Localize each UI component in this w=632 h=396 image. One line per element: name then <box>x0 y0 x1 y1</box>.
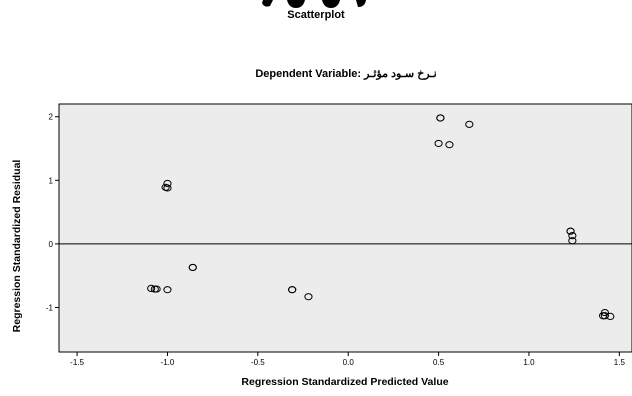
x-tick-label: 1.0 <box>523 358 535 367</box>
x-tick-label: -0.5 <box>251 358 265 367</box>
data-point <box>288 286 297 294</box>
x-axis-label: Regression Standardized Predicted Value <box>241 376 448 388</box>
data-point <box>600 312 609 320</box>
data-point <box>445 141 454 149</box>
chart-title: Dependent Variable: نـرخ سـود مؤثـر <box>255 68 437 80</box>
data-point <box>161 183 170 191</box>
data-point <box>304 293 313 301</box>
x-tick-label: -1.0 <box>161 358 175 367</box>
data-point <box>147 284 156 293</box>
y-tick-label: 2 <box>49 113 54 122</box>
data-point <box>568 232 577 240</box>
data-point <box>568 237 577 245</box>
header-decoration <box>262 0 366 8</box>
page-title: Scatterplot <box>287 9 345 21</box>
data-point <box>163 286 172 294</box>
data-point <box>163 179 172 188</box>
data-point <box>434 139 443 148</box>
data-point <box>436 114 445 122</box>
x-tick-label: -1.5 <box>70 358 84 367</box>
x-tick-label: 0.5 <box>433 358 445 367</box>
y-tick-label: 1 <box>49 176 54 185</box>
y-tick-label: -1 <box>46 303 54 312</box>
data-point <box>465 120 474 128</box>
data-point <box>566 227 575 235</box>
y-axis-label: Regression Standardized Residual <box>11 160 23 333</box>
plot-area <box>58 103 632 353</box>
data-point <box>152 285 161 293</box>
data-point <box>188 263 197 272</box>
x-tick-label: 0.0 <box>343 358 355 367</box>
y-tick-label: 0 <box>49 240 54 249</box>
data-point <box>606 312 615 320</box>
x-tick-label: 1.5 <box>614 358 626 367</box>
